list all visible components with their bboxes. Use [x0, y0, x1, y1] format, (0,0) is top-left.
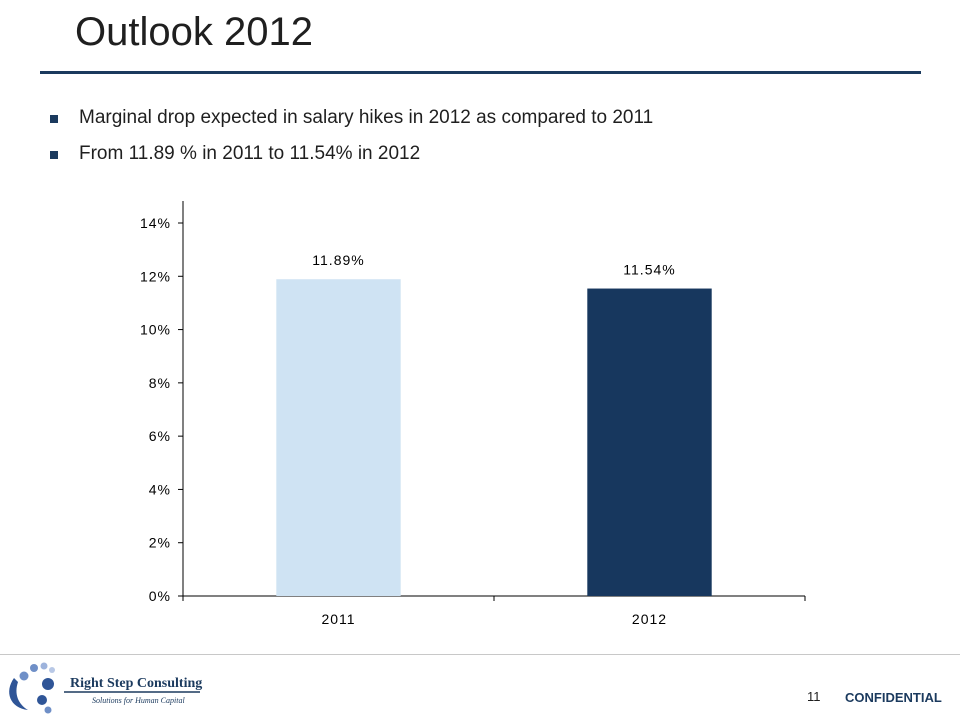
- bullet-text: Marginal drop expected in salary hikes i…: [79, 107, 654, 128]
- data-label: 11.54%: [623, 262, 675, 278]
- y-tick-label: 6%: [149, 428, 171, 444]
- y-tick-label: 0%: [149, 588, 171, 604]
- bullet-item: Marginal drop expected in salary hikes i…: [50, 107, 653, 143]
- y-tick-label: 4%: [149, 481, 171, 497]
- bar: [587, 288, 712, 596]
- square-bullet-icon: [50, 115, 58, 123]
- x-tick-label: 2011: [321, 611, 355, 627]
- company-name: Right Step Consulting: [70, 676, 203, 691]
- bar-chart: 0% 2% 4% 6% 8% 10% 12% 14% 11.89% 2011 11.54% 2012: [140, 201, 806, 627]
- page-number: 11: [807, 689, 821, 704]
- slide-title: Outlook 2012: [75, 10, 313, 54]
- bullet-item: From 11.89 % in 2011 to 11.54% in 2012: [50, 143, 653, 179]
- confidential-label: CONFIDENTIAL: [845, 690, 942, 705]
- square-bullet-icon: [50, 151, 58, 159]
- y-tick-label: 2%: [149, 535, 171, 551]
- y-tick-label: 12%: [140, 268, 171, 284]
- company-tagline: Solutions for Human Capital: [92, 696, 185, 705]
- y-tick-label: 14%: [140, 215, 171, 231]
- bar: [276, 279, 401, 596]
- y-tick-label: 8%: [149, 375, 171, 391]
- title-underline: [40, 71, 921, 74]
- company-logo: [9, 662, 200, 714]
- x-tick-label: 2012: [632, 611, 667, 627]
- footer-divider: [0, 654, 960, 655]
- data-label: 11.89%: [312, 252, 364, 268]
- bullet-list: Marginal drop expected in salary hikes i…: [50, 107, 653, 179]
- bullet-text: From 11.89 % in 2011 to 11.54% in 2012: [79, 143, 421, 164]
- y-tick-label: 10%: [140, 322, 171, 338]
